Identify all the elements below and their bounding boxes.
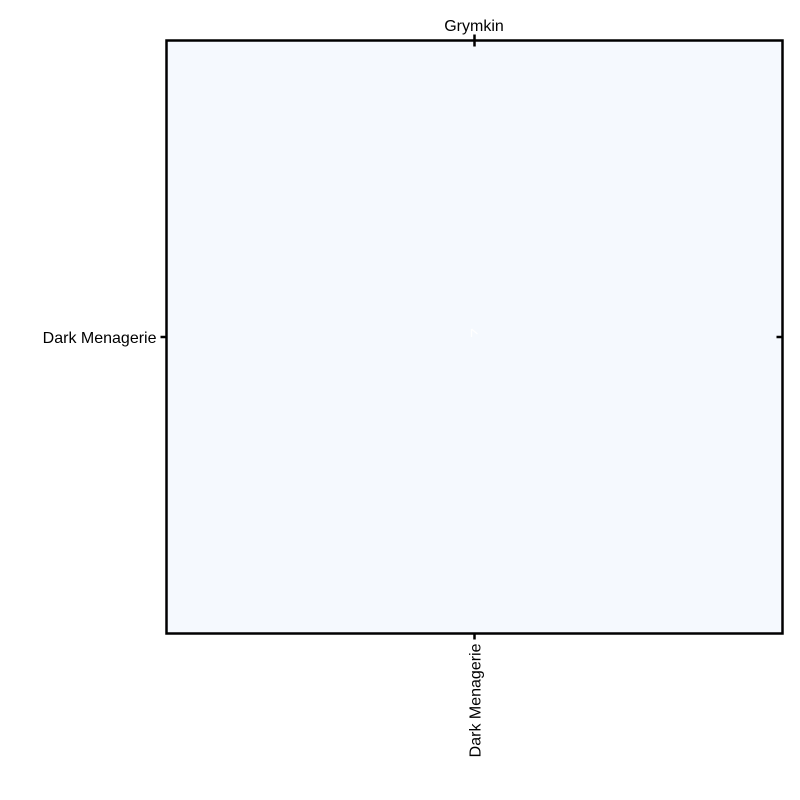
x-tick-label: Dark Menagerie (468, 643, 485, 757)
heatmap-cells (166, 40, 783, 634)
y-axis-ticks: Dark Menagerie (43, 330, 783, 347)
chart-title: Grymkin (444, 18, 504, 35)
x-axis-ticks: Dark Menagerie (468, 34, 485, 757)
cell-marker-glyph (470, 328, 478, 337)
heatmap-cell (166, 40, 783, 634)
y-tick-label: Dark Menagerie (43, 330, 157, 347)
cell-markers (470, 328, 478, 337)
